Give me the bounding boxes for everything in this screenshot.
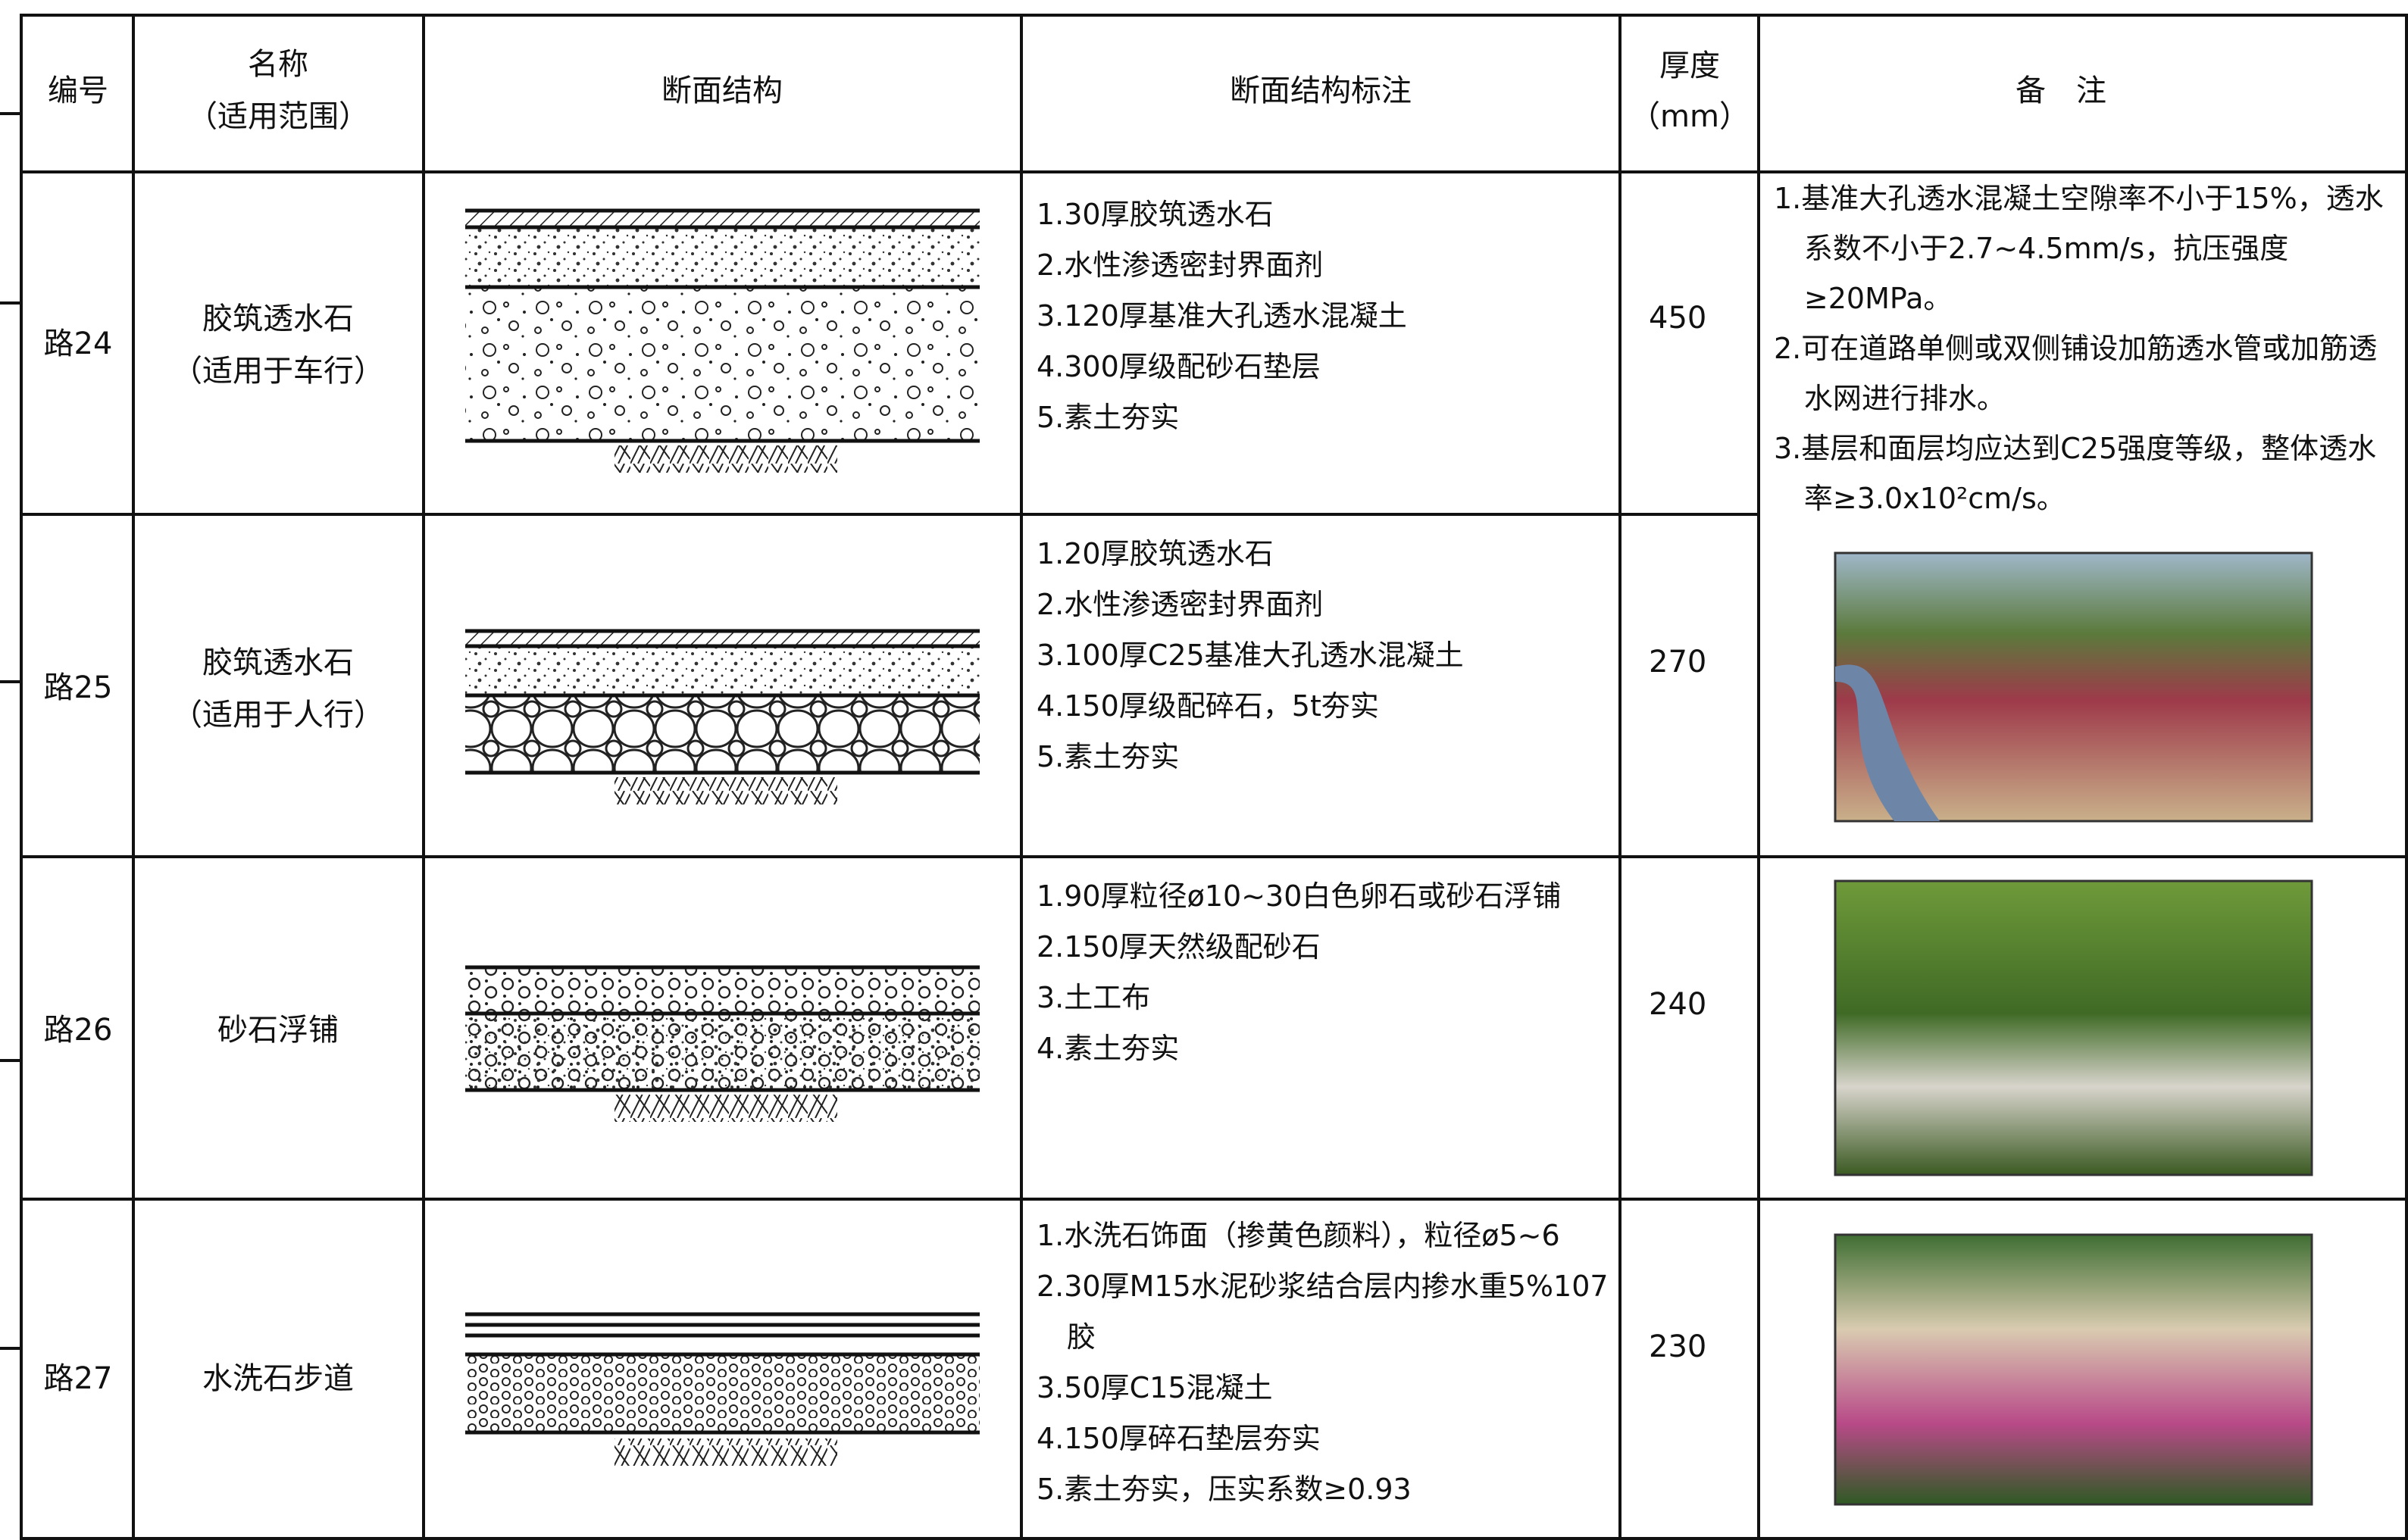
note-line: 4.300厚级配砂石垫层 [1037,350,1321,383]
row-notes: 1.20厚胶筑透水石 2.水性渗透密封界面剂 3.100厚C25基准大孔透水混凝土 4… [1037,529,1612,782]
row-thickness: 270 [1649,645,1707,679]
note-line: 3.50厚C15混凝土 [1037,1371,1273,1404]
row-name: 水洗石步道 [202,1361,354,1396]
note-line: 3.100厚C25基准大孔透水混凝土 [1037,639,1464,672]
row-name: 砂石浮铺 [217,1013,339,1048]
note-line: 1.30厚胶筑透水石 [1037,198,1274,231]
note-line: 2.30厚M15水泥砂浆结合层内掺水重5%107胶 [1037,1270,1609,1354]
note-line: 4.150厚级配碎石，5t夯实 [1037,689,1379,723]
note-line: 4.150厚碎石垫层夯实 [1037,1422,1321,1455]
header-thickness: 厚度 [1659,48,1720,83]
row-scope: （适用于车行） [172,354,384,389]
row-no: 路25 [43,670,113,705]
note-line: 5.素土夯实 [1037,740,1180,773]
row-no: 路26 [43,1013,113,1048]
header-notes: 断面结构标注 [1230,73,1412,108]
header-section: 断面结构 [661,73,783,108]
remarks: 1.基准大孔透水混凝土空隙率不小于15%，透水系数不小于2.7~4.5mm/s，… [1774,173,2391,523]
row-notes: 1.水洗石饰面（掺黄色颜料），粒径ø5~6 2.30厚M15水泥砂浆结合层内掺水重… [1037,1210,1612,1515]
note-line: 5.素土夯实，压实系数≥0.93 [1037,1473,1412,1506]
row-no: 路24 [43,326,113,361]
note-line: 3.土工布 [1037,981,1151,1014]
row-notes: 1.30厚胶筑透水石 2.水性渗透密封界面剂 3.120厚基准大孔透水混凝土 4.30… [1037,189,1612,443]
note-line: 1.水洗石饰面（掺黄色颜料），粒径ø5~6 [1037,1219,1560,1252]
header-scope: （适用范围） [187,99,369,134]
note-line: 2.水性渗透密封界面剂 [1037,588,1324,621]
note-line: 2.150厚天然级配砂石 [1037,930,1321,964]
header-unit: （mm） [1630,99,1750,134]
note-line: 1.20厚胶筑透水石 [1037,537,1274,570]
remark-line: 1.基准大孔透水混凝土空隙率不小于15%，透水系数不小于2.7~4.5mm/s，… [1774,182,2384,315]
header-no: 编号 [48,73,108,108]
note-line: 3.120厚基准大孔透水混凝土 [1037,299,1407,333]
note-line: 4.素土夯实 [1037,1032,1180,1065]
row-thickness: 230 [1649,1329,1707,1364]
row-scope: （适用于人行） [172,698,384,733]
row-name: 胶筑透水石 [202,301,354,336]
header-remarks: 备 注 [2016,73,2106,108]
note-line: 2.水性渗透密封界面剂 [1037,248,1324,282]
row-thickness: 450 [1649,301,1707,336]
header-name: 名称 [248,47,308,82]
remark-line: 2.可在道路单侧或双侧铺设加筋透水管或加筋透水网进行排水。 [1774,332,2378,415]
row-thickness: 240 [1649,987,1707,1022]
row-no: 路27 [43,1361,113,1396]
note-line: 5.素土夯实 [1037,401,1180,434]
row-notes: 1.90厚粒径ø10~30白色卵石或砂石浮铺 2.150厚天然级配砂石 3.土工布 4… [1037,871,1612,1074]
note-line: 1.90厚粒径ø10~30白色卵石或砂石浮铺 [1037,879,1562,913]
row-name: 胶筑透水石 [202,645,354,680]
remark-line: 3.基层和面层均应达到C25强度等级，整体透水率≥3.0x10²cm/s。 [1774,432,2377,515]
